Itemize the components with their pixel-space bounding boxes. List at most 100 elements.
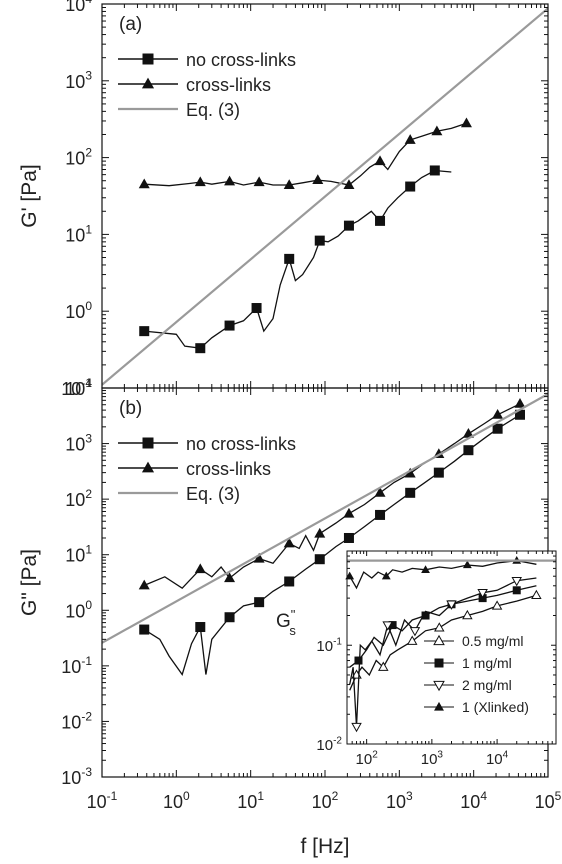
inset-y-tick-label: 10-2 bbox=[316, 735, 342, 754]
inset-series-0-marker bbox=[491, 600, 503, 610]
panel-a-series-1-marker bbox=[253, 176, 265, 187]
y-tick-label: 102 bbox=[65, 146, 92, 169]
panel-a-series-1-marker bbox=[138, 178, 150, 189]
panel-b-series-0-marker bbox=[343, 532, 354, 543]
inset-legend-marker bbox=[433, 680, 445, 692]
y-tick-label: 104 bbox=[65, 0, 92, 15]
inset-series-1-marker bbox=[421, 611, 430, 620]
panel-b-series-1-marker bbox=[194, 563, 206, 574]
inset-y-label: G" s bbox=[276, 607, 296, 638]
panel-b-series-0-marker bbox=[139, 624, 150, 635]
inset-series-0-marker bbox=[434, 622, 445, 632]
inset-legend-marker bbox=[434, 658, 444, 668]
panel-a-series-1-marker bbox=[312, 174, 324, 185]
legend-label: Eq. (3) bbox=[186, 484, 240, 504]
inset-series-2-marker bbox=[409, 627, 421, 637]
legend-label: cross-links bbox=[186, 75, 271, 95]
x-tick-label: 10-1 bbox=[87, 789, 118, 812]
panel-b-series-1-marker bbox=[514, 398, 526, 408]
y-tick-label: 10-1 bbox=[61, 376, 92, 399]
x-tick-label: 102 bbox=[312, 789, 339, 812]
x-tick-label: 101 bbox=[237, 789, 264, 812]
panel-b-series-1-marker bbox=[343, 507, 355, 518]
panel-b-series-0-line bbox=[143, 414, 521, 676]
y-tick-label: 103 bbox=[65, 431, 92, 454]
panel-a-series-0-marker bbox=[314, 235, 325, 246]
panel-a-series-0-marker bbox=[284, 253, 295, 264]
panel-b-series-0-marker bbox=[224, 612, 235, 623]
panel-b-series-0-marker bbox=[433, 467, 444, 478]
panel-a-series-1-marker bbox=[460, 117, 472, 128]
panel-b-series-0-marker bbox=[492, 423, 503, 434]
legend-label: no cross-links bbox=[186, 50, 296, 70]
legend-marker bbox=[142, 437, 154, 449]
panel-a-series-1-marker bbox=[283, 179, 295, 189]
panel-a-series-1-marker bbox=[431, 125, 443, 136]
panel-a-series-2-line bbox=[102, 7, 548, 386]
y-tick-label: 101 bbox=[65, 222, 92, 245]
panel-b-series-2-line bbox=[102, 393, 548, 644]
panel-b-series-0-marker bbox=[195, 622, 206, 633]
inset-series-0-marker bbox=[462, 609, 473, 620]
panel-b-series-1-line bbox=[143, 403, 521, 590]
panel-a-series-1-marker bbox=[404, 134, 416, 144]
x-tick-label: 104 bbox=[460, 789, 487, 812]
legend-marker bbox=[141, 461, 155, 473]
x-tick-label: 100 bbox=[163, 789, 190, 812]
inset-series-2-marker bbox=[446, 600, 457, 610]
inset-legend-label: 2 mg/ml bbox=[462, 677, 512, 693]
inset-legend-marker bbox=[434, 701, 444, 711]
panel-a-series-0-marker bbox=[224, 320, 235, 331]
panel-b-series-0-marker bbox=[405, 487, 416, 498]
panel-b-series-1-marker bbox=[138, 579, 150, 590]
inset-series-2-marker bbox=[382, 621, 393, 631]
y-tick-label: 10-2 bbox=[61, 709, 92, 732]
y-tick-label: 100 bbox=[65, 299, 92, 322]
panel-b-series-1-marker bbox=[253, 552, 265, 563]
inset-series-1-marker bbox=[354, 656, 363, 665]
y-tick-label: 100 bbox=[65, 598, 92, 621]
y-tick-label: 10-1 bbox=[61, 654, 92, 677]
inset-legend-label: 1 (Xlinked) bbox=[462, 699, 529, 715]
inset-legend-marker bbox=[433, 634, 445, 646]
inset-x-tick-label: 103 bbox=[421, 749, 444, 768]
panel-label: (a) bbox=[119, 14, 142, 35]
inset-series-1-marker bbox=[512, 586, 521, 595]
inset-series-2-marker bbox=[351, 722, 362, 733]
panel-a-series-1-marker bbox=[194, 176, 206, 187]
panel-b-series-0-marker bbox=[284, 576, 295, 587]
panel-b-series-1-marker bbox=[404, 467, 416, 478]
panel-b-series-0-marker bbox=[375, 509, 386, 520]
inset-series-2-marker bbox=[477, 589, 488, 599]
panel-a-series-0-marker bbox=[429, 165, 440, 176]
panel-a-series-1-marker bbox=[343, 179, 355, 189]
inset-legend-label: 0.5 mg/ml bbox=[462, 633, 523, 649]
panel-b-series-0-marker bbox=[314, 554, 325, 565]
panel-b-series-0-marker bbox=[254, 597, 265, 608]
y-tick-label: 102 bbox=[65, 487, 92, 510]
legend-label: cross-links bbox=[186, 459, 271, 479]
y-tick-label: 101 bbox=[65, 543, 92, 566]
inset-series-3-marker bbox=[381, 571, 391, 580]
y-axis-label: G" [Pa] bbox=[18, 549, 41, 616]
panel-a-series-0-marker bbox=[375, 215, 386, 226]
inset-series-0-marker bbox=[531, 589, 542, 600]
panel-b-series-1-marker bbox=[492, 409, 504, 419]
inset-series-0-marker bbox=[378, 661, 389, 671]
inset-legend-label: 1 mg/ml bbox=[462, 655, 512, 671]
panel-b-series-1-marker bbox=[283, 537, 295, 548]
x-tick-label: 105 bbox=[535, 789, 562, 812]
legend-label: no cross-links bbox=[186, 434, 296, 454]
inset-x-tick-label: 102 bbox=[356, 749, 379, 768]
legend-marker bbox=[141, 77, 155, 89]
panel-a-series-0-marker bbox=[195, 343, 206, 354]
y-tick-label: 10-3 bbox=[61, 765, 92, 788]
inset-series-0-marker bbox=[406, 635, 418, 645]
panel-a-series-0-marker bbox=[251, 303, 262, 314]
panel-b-series-0-marker bbox=[514, 409, 525, 420]
panel-b-series-0-marker bbox=[463, 445, 474, 456]
legend-label: Eq. (3) bbox=[186, 100, 240, 120]
panel-b-series-1-marker bbox=[462, 428, 474, 438]
inset-y-tick-label: 10-1 bbox=[316, 636, 342, 655]
